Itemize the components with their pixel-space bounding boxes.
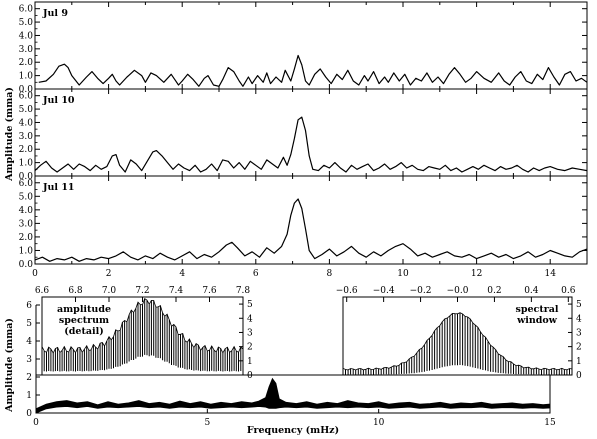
detail-ytick-label: 5	[247, 300, 253, 310]
combined-xtick-label: 15	[544, 418, 556, 428]
window-fringe-lines	[342, 312, 573, 375]
jul9-ytick-label: 2.0	[19, 58, 34, 68]
detail-xtick-label: 7.0	[102, 286, 117, 296]
jul11-xtick-label: 4	[179, 269, 185, 279]
detail-xtick-label: 7.6	[202, 286, 217, 296]
window-xtick-label: −0.6	[336, 286, 358, 296]
combined-x-axis-label: Frequency (mHz)	[247, 425, 339, 436]
jul10-date-label: Jul 10	[42, 95, 75, 106]
jul11-xtick-label: 12	[471, 269, 482, 279]
detail-xtick-label: 7.4	[169, 286, 184, 296]
jul11-ytick-label: 1.0	[19, 246, 34, 256]
combined-xtick-label: 0	[33, 418, 39, 428]
combined-ytick-label-upper: 6	[26, 301, 32, 311]
detail-ytick-label: 4	[247, 314, 253, 324]
jul10-series-line	[34, 116, 588, 173]
window-xtick-label: 0.6	[561, 286, 576, 296]
combined-xtick-label: 10	[373, 418, 385, 428]
window-xtick-label: −0.4	[373, 286, 395, 296]
jul10-ytick-label: 4.0	[19, 118, 34, 128]
combined-band	[35, 377, 551, 414]
jul10-ytick-label: 1.0	[19, 159, 34, 169]
jul11-ytick-label: 5.0	[19, 192, 34, 202]
detail-xtick-label: 7.2	[135, 286, 149, 296]
jul11-frame	[34, 175, 588, 265]
jul11-ytick-label: 4.0	[19, 206, 34, 216]
window-annotation-line: spectral	[516, 304, 559, 315]
jul9-ytick-label: 0.0	[19, 85, 34, 95]
jul10-ytick-label: 2.0	[19, 145, 34, 155]
jul11-xtick-label: 14	[544, 269, 556, 279]
window-ytick-label: 2	[576, 343, 582, 353]
jul11-xtick-label: 6	[253, 269, 259, 279]
detail-ytick-label: 0	[247, 371, 253, 381]
window-xtick-label: 0.4	[524, 286, 539, 296]
window-ytick-label: 4	[576, 314, 582, 324]
combined-y-axis-label: Amplitude (mma)	[4, 318, 15, 413]
detail-xtick-label: 7.8	[236, 286, 251, 296]
combined-ytick-label: 2	[26, 373, 32, 383]
jul11-xtick-label: 2	[106, 269, 112, 279]
jul11-ytick-label: 6.0	[19, 179, 34, 189]
jul10-ytick-label: 0.0	[19, 172, 34, 182]
detail-upper-envelope	[41, 297, 244, 354]
window-ytick-label: 0	[576, 371, 582, 381]
window-xtick-label: 0.2	[487, 286, 501, 296]
jul9-series-line	[38, 54, 588, 87]
detail-fringe-lines	[41, 298, 244, 372]
window-xtick-label: −0.0	[447, 286, 469, 296]
jul11-xtick-label: 10	[397, 269, 409, 279]
combined-ytick-label-upper: 4	[26, 337, 32, 347]
combined-ytick-label: 0	[26, 409, 32, 419]
jul11-series-line	[34, 198, 588, 262]
jul9-ytick-label: 6.0	[19, 5, 34, 15]
jul11-xtick-label: 8	[327, 269, 333, 279]
jul11-ytick-label: 2.0	[19, 233, 34, 243]
jul11-xtick-label: 0	[32, 269, 38, 279]
jul9-frame	[34, 1, 588, 90]
top-y-axis-label: Amplitude (mma)	[4, 87, 15, 182]
combined-ytick-label: 3	[26, 355, 32, 365]
window-ytick-label: 3	[576, 328, 582, 338]
detail-annotation-line: spectrum	[59, 315, 109, 326]
window-ytick-label: 1	[576, 357, 582, 367]
jul9-ytick-label: 5.0	[19, 18, 34, 28]
jul10-ytick-label: 3.0	[19, 132, 34, 142]
jul11-ytick-label: 3.0	[19, 219, 34, 229]
window-upper-envelope	[342, 312, 573, 371]
window-xtick-label: −0.2	[410, 286, 432, 296]
combined-xtick-label: 5	[204, 418, 210, 428]
detail-ytick-label: 3	[247, 328, 253, 338]
window-ytick-label: 5	[576, 300, 582, 310]
detail-annotation-line: amplitude	[57, 304, 111, 315]
jul9-date-label: Jul 9	[42, 8, 68, 19]
window-annotation-line: window	[516, 315, 558, 326]
jul9-ytick-label: 3.0	[19, 45, 34, 55]
jul10-ytick-label: 5.0	[19, 105, 34, 115]
detail-ytick-label: 1	[247, 357, 253, 367]
detail-annotation-line: (detail)	[64, 326, 103, 337]
detail-xtick-label: 6.6	[35, 286, 50, 296]
combined-ytick-label-upper: 5	[26, 319, 32, 329]
jul11-date-label: Jul 11	[42, 182, 75, 193]
detail-xtick-label: 6.8	[68, 286, 83, 296]
detail-ytick-label: 2	[247, 343, 253, 353]
jul9-ytick-label: 4.0	[19, 31, 34, 41]
jul10-ytick-label: 6.0	[19, 92, 34, 102]
combined-ytick-label: 1	[26, 391, 32, 401]
jul11-ytick-label: 0.0	[19, 260, 34, 270]
jul9-ytick-label: 1.0	[19, 72, 34, 82]
